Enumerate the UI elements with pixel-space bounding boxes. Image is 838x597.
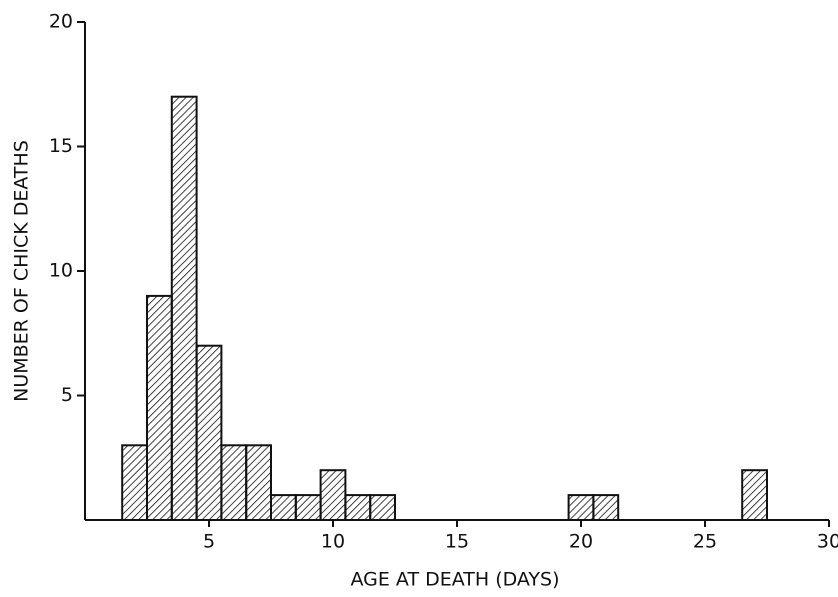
y-tick-label: 20 bbox=[49, 11, 73, 33]
x-tick-label: 5 bbox=[203, 531, 215, 553]
bar bbox=[741, 469, 769, 522]
bar bbox=[344, 494, 372, 522]
bar bbox=[220, 444, 248, 521]
y-axis-label: NUMBER OF CHICK DEATHS bbox=[11, 140, 33, 402]
bar bbox=[245, 444, 272, 521]
y-tick-label: 5 bbox=[61, 384, 73, 406]
bar bbox=[567, 494, 595, 522]
bar bbox=[170, 95, 198, 521]
bar bbox=[146, 294, 173, 521]
x-tick-label: 20 bbox=[569, 531, 593, 553]
bar bbox=[369, 494, 397, 522]
bar bbox=[195, 344, 223, 522]
x-tick-label: 25 bbox=[693, 531, 717, 553]
x-tick-label: 10 bbox=[321, 531, 345, 553]
bar bbox=[592, 494, 620, 522]
x-tick-label: 15 bbox=[445, 531, 469, 553]
bar bbox=[294, 494, 322, 522]
bar bbox=[121, 444, 148, 521]
bar bbox=[319, 469, 347, 522]
bar bbox=[270, 494, 297, 522]
y-tick-label: 10 bbox=[49, 260, 73, 282]
x-axis-label: AGE AT DEATH (DAYS) bbox=[351, 569, 560, 591]
x-tick-label: 30 bbox=[817, 531, 838, 553]
y-tick-label: 15 bbox=[49, 135, 73, 157]
